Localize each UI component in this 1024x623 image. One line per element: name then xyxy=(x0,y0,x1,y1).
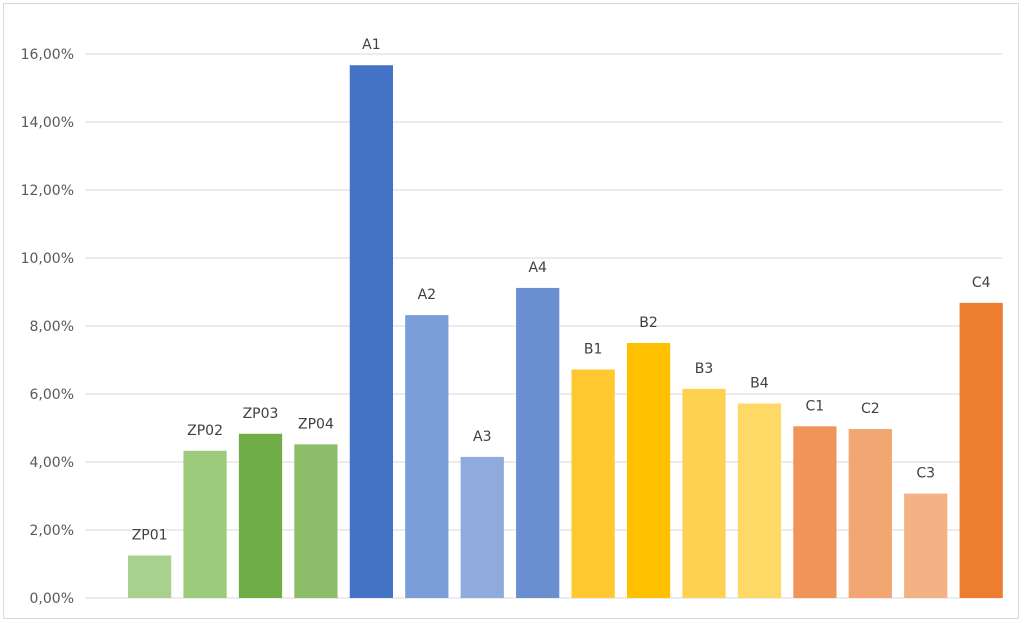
bar-zp02 xyxy=(183,450,227,598)
bar-label-zp04: ZP04 xyxy=(298,416,334,432)
bar-b2 xyxy=(626,343,671,598)
bar-labels: ZP01 ZP02 ZP03 ZP04 A1 A2 A3 A4 B1 B2 B3 B4 C1 C2 C3 C4 xyxy=(132,37,991,543)
bar-label-b1: B1 xyxy=(584,342,603,358)
bar-label-a3: A3 xyxy=(473,429,491,445)
bar-zp01 xyxy=(128,555,172,598)
bar-a1 xyxy=(349,65,393,599)
bar-label-zp01: ZP01 xyxy=(132,528,168,544)
bar-label-c4: C4 xyxy=(972,275,991,291)
bar-c2 xyxy=(848,429,892,598)
bar-zp04 xyxy=(294,444,338,598)
bar-label-a1: A1 xyxy=(362,37,380,53)
bar-a4 xyxy=(516,287,560,598)
y-tick-label: 8,00% xyxy=(30,319,74,335)
bar-a3 xyxy=(460,456,504,598)
y-tick-label: 16,00% xyxy=(21,47,74,63)
bar-label-b2: B2 xyxy=(639,315,658,331)
bar-label-zp02: ZP02 xyxy=(187,423,223,439)
y-tick-label: 6,00% xyxy=(30,387,74,403)
bar-zp03 xyxy=(238,433,283,598)
y-tick-label: 2,00% xyxy=(30,523,74,539)
bar-b3 xyxy=(682,388,726,598)
bar-b1 xyxy=(571,369,615,598)
bar-label-c3: C3 xyxy=(916,466,935,482)
y-tick-label: 4,00% xyxy=(30,455,74,471)
bar-label-a4: A4 xyxy=(528,260,547,276)
bar-label-c1: C1 xyxy=(806,398,825,414)
bar-a2 xyxy=(405,315,449,598)
bar-b4 xyxy=(737,403,782,598)
bar-label-a2: A2 xyxy=(418,287,436,303)
bar-c1 xyxy=(793,426,837,598)
bar-label-b4: B4 xyxy=(750,376,769,392)
y-tick-label: 10,00% xyxy=(21,251,74,267)
y-tick-label: 0,00% xyxy=(30,591,74,607)
y-axis-tick-labels: 0,00% 2,00% 4,00% 6,00% 8,00% 10,00% 12,00% 14,… xyxy=(21,47,74,607)
bars xyxy=(128,65,1003,599)
bar-c4 xyxy=(959,302,1003,598)
bar-c3 xyxy=(904,493,948,598)
y-tick-label: 14,00% xyxy=(21,115,74,131)
bar-label-c2: C2 xyxy=(861,401,880,417)
y-tick-label: 12,00% xyxy=(21,183,74,199)
bar-label-b3: B3 xyxy=(695,361,714,377)
bar-label-zp03: ZP03 xyxy=(243,406,279,422)
